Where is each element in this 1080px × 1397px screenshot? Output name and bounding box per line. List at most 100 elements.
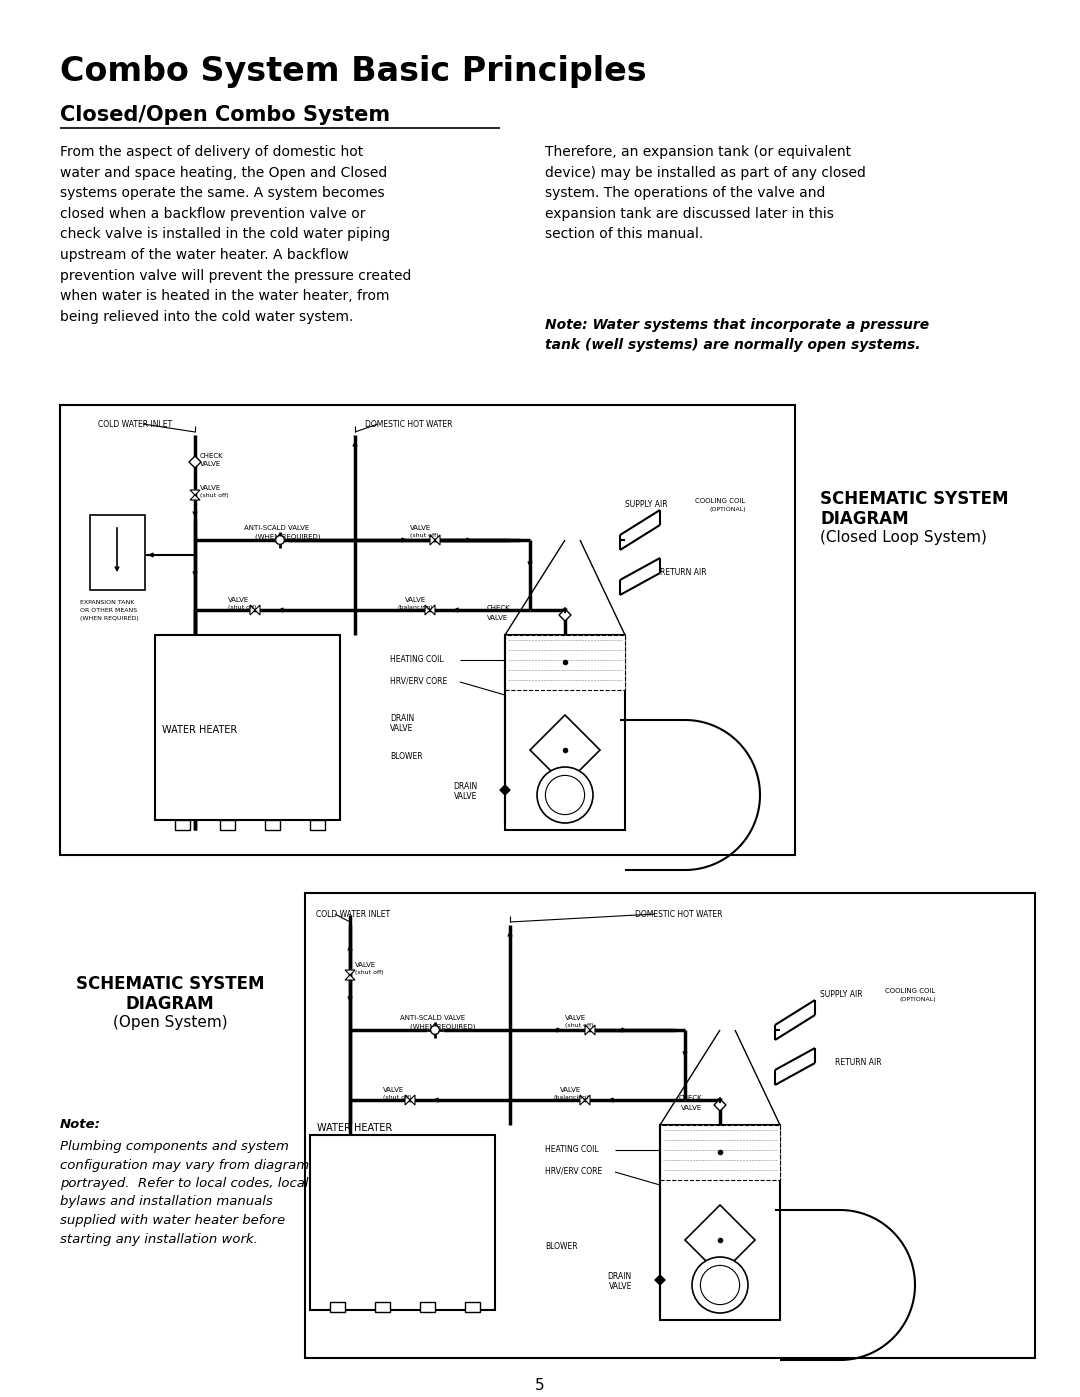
Bar: [465, 1302, 480, 1312]
Text: DOMESTIC HOT WATER: DOMESTIC HOT WATER: [365, 420, 453, 429]
Text: Combo System Basic Principles: Combo System Basic Principles: [60, 54, 647, 88]
Text: (balancing): (balancing): [553, 1095, 589, 1099]
Circle shape: [275, 535, 284, 545]
Text: HEATING COIL: HEATING COIL: [545, 1146, 598, 1154]
Text: VALVE: VALVE: [565, 1016, 586, 1021]
Polygon shape: [190, 490, 200, 495]
Text: ANTI-SCALD VALVE: ANTI-SCALD VALVE: [400, 1016, 465, 1021]
Polygon shape: [585, 1095, 590, 1105]
Text: COOLING COIL: COOLING COIL: [885, 988, 935, 995]
Text: DRAIN: DRAIN: [453, 782, 477, 791]
Text: (OPTIONAL): (OPTIONAL): [710, 507, 746, 511]
Polygon shape: [249, 605, 255, 615]
Text: COLD WATER INLET: COLD WATER INLET: [316, 909, 390, 919]
Text: VALVE: VALVE: [609, 1282, 632, 1291]
Text: VALVE: VALVE: [200, 485, 221, 490]
Bar: [310, 820, 325, 830]
Bar: [220, 820, 235, 830]
Bar: [505, 636, 625, 690]
Text: SCHEMATIC SYSTEM: SCHEMATIC SYSTEM: [820, 490, 1009, 509]
Text: (Closed Loop System): (Closed Loop System): [820, 529, 987, 545]
Polygon shape: [590, 1025, 595, 1035]
Text: VALVE: VALVE: [228, 597, 249, 604]
Polygon shape: [685, 1206, 755, 1275]
Text: OR OTHER MEANS: OR OTHER MEANS: [80, 608, 137, 613]
Bar: [310, 1134, 495, 1310]
Text: SCHEMATIC SYSTEM: SCHEMATIC SYSTEM: [76, 975, 265, 993]
Polygon shape: [405, 1095, 410, 1105]
Polygon shape: [580, 1095, 585, 1105]
Text: WATER HEATER: WATER HEATER: [162, 725, 238, 735]
Text: HEATING COIL: HEATING COIL: [390, 655, 444, 664]
Text: ANTI-SCALD VALVE: ANTI-SCALD VALVE: [244, 525, 309, 531]
Text: VALVE: VALVE: [410, 525, 431, 531]
Text: (WHEN REQUIRED): (WHEN REQUIRED): [80, 616, 138, 622]
Text: VALVE: VALVE: [405, 597, 427, 604]
Text: EXPANSION TANK: EXPANSION TANK: [80, 599, 134, 605]
Text: CHECK: CHECK: [200, 453, 224, 460]
Circle shape: [431, 1025, 440, 1034]
Text: VALVE: VALVE: [454, 792, 477, 800]
Polygon shape: [430, 535, 435, 545]
Bar: [60, 405, 795, 855]
Circle shape: [701, 1266, 740, 1305]
Text: Closed/Open Combo System: Closed/Open Combo System: [60, 105, 390, 124]
Text: CHECK: CHECK: [678, 1095, 702, 1101]
Bar: [265, 820, 280, 830]
Text: CHECK: CHECK: [487, 605, 511, 610]
Text: (OPTIONAL): (OPTIONAL): [900, 997, 936, 1002]
Text: (WHEN REQUIRED): (WHEN REQUIRED): [255, 534, 321, 539]
Text: RETURN AIR: RETURN AIR: [660, 569, 706, 577]
Text: VALVE: VALVE: [561, 1087, 581, 1092]
Text: Plumbing components and system
configuration may vary from diagram
portrayed.  R: Plumbing components and system configura…: [60, 1140, 309, 1246]
Bar: [90, 515, 145, 590]
Polygon shape: [255, 605, 260, 615]
Bar: [175, 820, 190, 830]
Polygon shape: [559, 609, 571, 622]
Bar: [305, 893, 1035, 1358]
Text: DOMESTIC HOT WATER: DOMESTIC HOT WATER: [635, 909, 723, 919]
Text: (Open System): (Open System): [112, 1016, 227, 1030]
Bar: [660, 1125, 780, 1320]
Text: (balancing): (balancing): [399, 605, 433, 610]
Text: HRV/ERV CORE: HRV/ERV CORE: [545, 1166, 603, 1176]
Text: Note:: Note:: [60, 1118, 100, 1132]
Text: RETURN AIR: RETURN AIR: [835, 1058, 881, 1067]
Text: WATER HEATER: WATER HEATER: [318, 1123, 393, 1133]
Text: HRV/ERV CORE: HRV/ERV CORE: [390, 678, 447, 686]
Circle shape: [545, 775, 584, 814]
Text: 5: 5: [536, 1377, 544, 1393]
Text: BLOWER: BLOWER: [545, 1242, 578, 1250]
Text: VALVE: VALVE: [383, 1087, 404, 1092]
Polygon shape: [190, 495, 200, 500]
Text: VALVE: VALVE: [487, 615, 509, 622]
Text: SUPPLY AIR: SUPPLY AIR: [625, 500, 667, 509]
Text: (shut off): (shut off): [383, 1095, 411, 1099]
Text: Note: Water systems that incorporate a pressure
tank (well systems) are normally: Note: Water systems that incorporate a p…: [545, 319, 929, 352]
Bar: [660, 1125, 780, 1180]
Text: DRAIN
VALVE: DRAIN VALVE: [390, 714, 415, 733]
Text: VALVE: VALVE: [200, 461, 221, 467]
Bar: [156, 636, 340, 820]
Text: COOLING COIL: COOLING COIL: [696, 497, 745, 504]
Bar: [505, 636, 625, 830]
Text: (shut off): (shut off): [355, 970, 383, 975]
Text: (shut off): (shut off): [228, 605, 257, 610]
Text: (WHEN REQUIRED): (WHEN REQUIRED): [410, 1023, 475, 1030]
Circle shape: [537, 767, 593, 823]
Text: DIAGRAM: DIAGRAM: [820, 510, 908, 528]
Text: (shut off): (shut off): [200, 493, 229, 497]
Text: Therefore, an expansion tank (or equivalent
device) may be installed as part of : Therefore, an expansion tank (or equival…: [545, 145, 866, 242]
Polygon shape: [345, 975, 355, 981]
Text: VALVE: VALVE: [680, 1105, 702, 1111]
Polygon shape: [410, 1095, 415, 1105]
Text: (shut off): (shut off): [565, 1023, 594, 1028]
Text: VALVE: VALVE: [355, 963, 376, 968]
Text: BLOWER: BLOWER: [390, 752, 422, 761]
Text: From the aspect of delivery of domestic hot
water and space heating, the Open an: From the aspect of delivery of domestic …: [60, 145, 411, 324]
Bar: [375, 1302, 390, 1312]
Polygon shape: [500, 785, 510, 795]
Polygon shape: [654, 1275, 665, 1285]
Bar: [330, 1302, 345, 1312]
Polygon shape: [189, 455, 201, 468]
